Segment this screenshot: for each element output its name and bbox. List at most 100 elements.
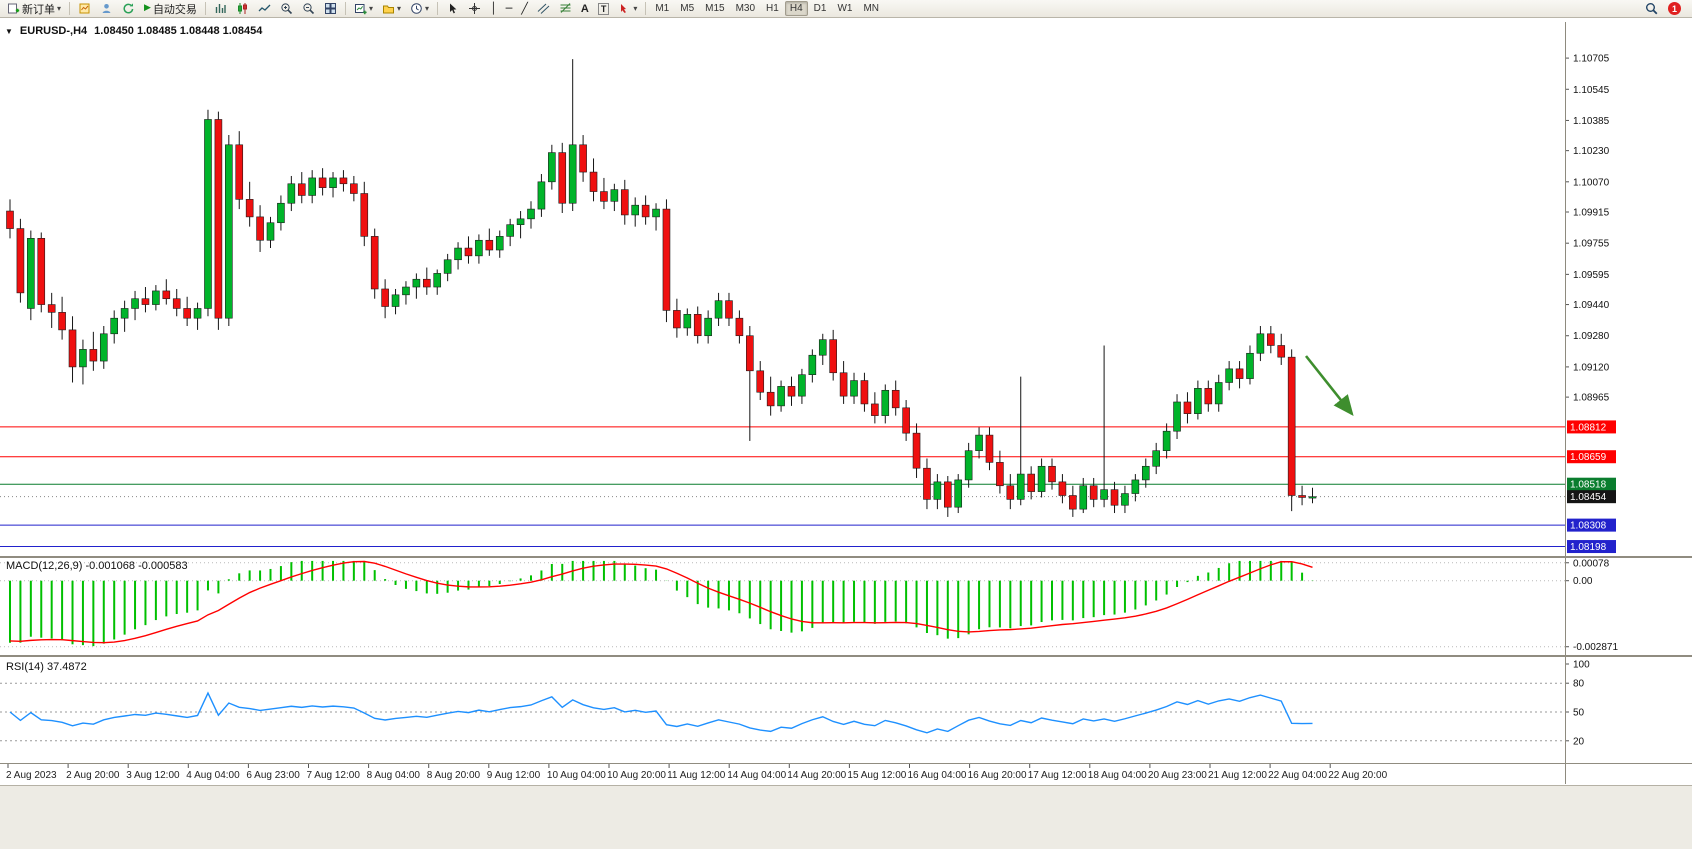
toolbar-separator [69, 2, 71, 15]
svg-text:22 Aug 04:00: 22 Aug 04:00 [1268, 770, 1327, 781]
svg-text:4 Aug 04:00: 4 Aug 04:00 [186, 770, 240, 781]
svg-text:15 Aug 12:00: 15 Aug 12:00 [847, 770, 906, 781]
zoom-out-button[interactable] [298, 1, 319, 17]
timeframe-w1-button[interactable]: W1 [837, 3, 853, 14]
navigator-button[interactable] [96, 1, 117, 17]
svg-text:50: 50 [1573, 708, 1585, 719]
line-chart-button[interactable] [254, 1, 275, 17]
svg-text:1.08198: 1.08198 [1570, 542, 1607, 553]
time-axis-labels: 2 Aug 2023 2 Aug 20:00 3 Aug 12:00 4 Aug 04… [6, 764, 1388, 781]
bar-chart-button[interactable] [210, 1, 231, 17]
timeframe-m5-button[interactable]: M5 [680, 3, 695, 14]
svg-text:0.00: 0.00 [1573, 576, 1593, 587]
timeframe-h1-button[interactable]: H1 [766, 3, 779, 14]
svg-text:80: 80 [1573, 679, 1585, 690]
timeframe-h4-button[interactable]: H4 [784, 1, 808, 16]
timeframe-d1-button[interactable]: D1 [813, 3, 827, 14]
new-order-button[interactable]: 新订单 ▾ [3, 1, 65, 17]
timeframe-m30-button[interactable]: M30 [735, 3, 756, 14]
price-scale[interactable] [1565, 22, 1692, 784]
symbol-name: EURUSD-,H4 [19, 25, 88, 37]
collapse-indicator-icon[interactable]: ▼ [5, 26, 13, 36]
fibonacci-tool-button[interactable] [555, 1, 576, 17]
svg-text:1.08454: 1.08454 [1570, 492, 1607, 503]
bar-chart-icon [215, 4, 226, 13]
text-tool-button[interactable]: A [577, 1, 593, 17]
channel-icon [537, 3, 550, 14]
vertical-line-tool-button[interactable]: │ [486, 1, 501, 17]
tile-windows-button[interactable] [320, 1, 341, 17]
new-chart-button[interactable]: ▾ [350, 1, 377, 17]
svg-text:1.08518: 1.08518 [1570, 480, 1607, 491]
arrows-tool-button[interactable]: ▾ [614, 1, 641, 17]
toolbar-right-group: 1 [1641, 1, 1689, 17]
svg-text:2 Aug 20:00: 2 Aug 20:00 [66, 770, 120, 781]
svg-text:1.09440: 1.09440 [1573, 300, 1610, 311]
macd-panel-splitter[interactable] [0, 556, 1692, 558]
time-scale[interactable] [0, 764, 1565, 784]
zoom-out-icon [303, 3, 315, 15]
text-label-tool-button[interactable]: T [594, 1, 614, 17]
refresh-button[interactable] [118, 1, 139, 17]
svg-text:10 Aug 04:00: 10 Aug 04:00 [547, 770, 606, 781]
candlestick-chart-button[interactable] [232, 1, 253, 17]
svg-text:17 Aug 12:00: 17 Aug 12:00 [1028, 770, 1087, 781]
chart-profiles-icon [382, 5, 394, 14]
cursor-tool-button[interactable] [442, 1, 463, 17]
trendline-tool-button[interactable]: ╱ [517, 1, 532, 17]
toolbar-separator [344, 2, 346, 15]
vertical-line-icon: │ [489, 2, 497, 15]
tile-windows-icon [324, 3, 336, 14]
toolbar-separator [204, 2, 206, 15]
svg-text:16 Aug 20:00: 16 Aug 20:00 [968, 770, 1027, 781]
svg-text:6 Aug 23:00: 6 Aug 23:00 [246, 770, 300, 781]
svg-text:1.08965: 1.08965 [1573, 393, 1610, 404]
market-watch-button[interactable] [74, 1, 95, 17]
period-button[interactable]: ▾ [406, 1, 433, 17]
down-arrow-annotation[interactable] [1304, 355, 1354, 417]
autotrading-label: 自动交易 [152, 3, 197, 16]
cursor-icon [449, 3, 457, 14]
horizontal-line-tool-button[interactable]: ─ [502, 1, 517, 17]
channel-tool-button[interactable] [533, 1, 554, 17]
search-icon [1646, 3, 1658, 15]
svg-text:2 Aug 2023: 2 Aug 2023 [6, 770, 57, 781]
notification-badge[interactable]: 1 [1668, 2, 1681, 15]
arrow-objects-icon [621, 4, 627, 13]
crosshair-tool-button[interactable] [464, 1, 485, 17]
svg-text:20: 20 [1573, 736, 1585, 747]
play-icon: ▶ [144, 3, 151, 13]
svg-text:18 Aug 04:00: 18 Aug 04:00 [1088, 770, 1147, 781]
svg-text:1.10385: 1.10385 [1573, 116, 1610, 127]
trendline-icon: ╱ [521, 2, 528, 15]
price-scale-divider[interactable] [1565, 22, 1566, 784]
search-button[interactable] [1641, 1, 1662, 17]
svg-text:8 Aug 04:00: 8 Aug 04:00 [367, 770, 421, 781]
main-toolbar: 新订单 ▾ ▶ 自动交易 ▾ ▾ ▾ [0, 0, 1692, 18]
svg-text:1.09595: 1.09595 [1573, 270, 1610, 281]
zoom-in-icon [281, 3, 293, 15]
svg-text:1.09120: 1.09120 [1573, 362, 1610, 373]
navigator-icon [102, 4, 111, 13]
svg-text:1.10545: 1.10545 [1573, 85, 1610, 96]
caret-down-icon: ▾ [57, 3, 62, 13]
market-watch-icon [79, 3, 90, 14]
timeframe-m15-button[interactable]: M15 [705, 3, 725, 14]
chart-profiles-button[interactable]: ▾ [378, 1, 405, 17]
svg-text:3 Aug 12:00: 3 Aug 12:00 [126, 770, 180, 781]
timeframe-m1-button[interactable]: M1 [655, 3, 670, 14]
autotrading-button[interactable]: ▶ 自动交易 [140, 1, 201, 17]
new-order-icon [8, 3, 20, 14]
rsi-indicator-label: RSI(14) 37.4872 [6, 661, 87, 673]
text-label-tool-icon: T [597, 2, 610, 15]
horizontal-line-icon: ─ [505, 2, 513, 15]
new-order-label: 新订单 [22, 3, 55, 16]
svg-text:8 Aug 20:00: 8 Aug 20:00 [427, 770, 481, 781]
timeframe-mn-button[interactable]: MN [863, 3, 879, 14]
ohlc-readout: 1.08450 1.08485 1.08448 1.08454 [94, 25, 263, 37]
zoom-in-button[interactable] [276, 1, 297, 17]
svg-text:1.10705: 1.10705 [1573, 54, 1610, 65]
candlestick-series [6, 59, 1317, 517]
rsi-panel-splitter[interactable] [0, 655, 1692, 657]
